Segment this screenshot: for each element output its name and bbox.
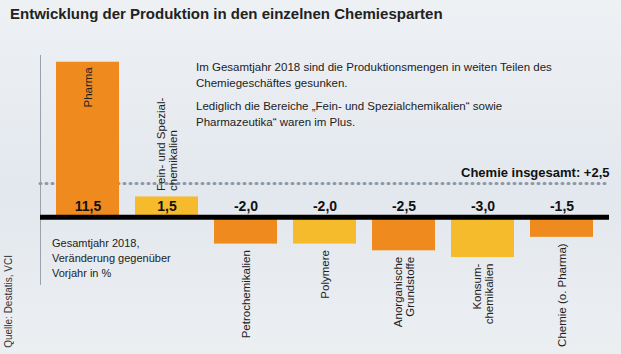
svg-text:-3,0: -3,0 xyxy=(471,198,495,214)
html-text:Gesamtjahr 2018, Veränderung g: Gesamtjahr 2018, Veränderung gegenüber V… xyxy=(52,237,171,279)
html-text:Quelle: Destatis, VCI: Quelle: Destatis, VCI xyxy=(3,255,14,348)
svg-text:Konsum-chemikalien: Konsum-chemikalien xyxy=(471,263,496,324)
svg-text:Pharma: Pharma xyxy=(82,67,94,108)
html-text:Lediglich die Bereiche „Fein-: Lediglich die Bereiche „Fein- und Spezia… xyxy=(196,100,503,128)
html-text:Im Gesamtjahr 2018 sind die Pr: Im Gesamtjahr 2018 sind die Produktionsm… xyxy=(196,61,552,89)
svg-text:-1,5: -1,5 xyxy=(550,198,574,214)
svg-text:Polymere: Polymere xyxy=(319,250,331,299)
svg-text:AnorganischeGrundstoffe: AnorganischeGrundstoffe xyxy=(392,257,417,327)
svg-text:Chemie insgesamt: +2,5: Chemie insgesamt: +2,5 xyxy=(461,165,609,180)
svg-text:Petrochemikalien: Petrochemikalien xyxy=(240,250,252,338)
svg-text:Fein- und Spezial-chemikalien: Fein- und Spezial-chemikalien xyxy=(155,97,180,190)
svg-text:11,5: 11,5 xyxy=(75,198,102,214)
svg-text:1,5: 1,5 xyxy=(157,198,177,214)
html-text:Entwicklung der Produktion in: Entwicklung der Produktion in den einzel… xyxy=(10,5,443,22)
svg-text:Chemie (o. Pharma): Chemie (o. Pharma) xyxy=(556,243,568,347)
svg-text:-2,5: -2,5 xyxy=(392,198,416,214)
svg-text:-2,0: -2,0 xyxy=(313,198,337,214)
svg-text:-2,0: -2,0 xyxy=(234,198,258,214)
